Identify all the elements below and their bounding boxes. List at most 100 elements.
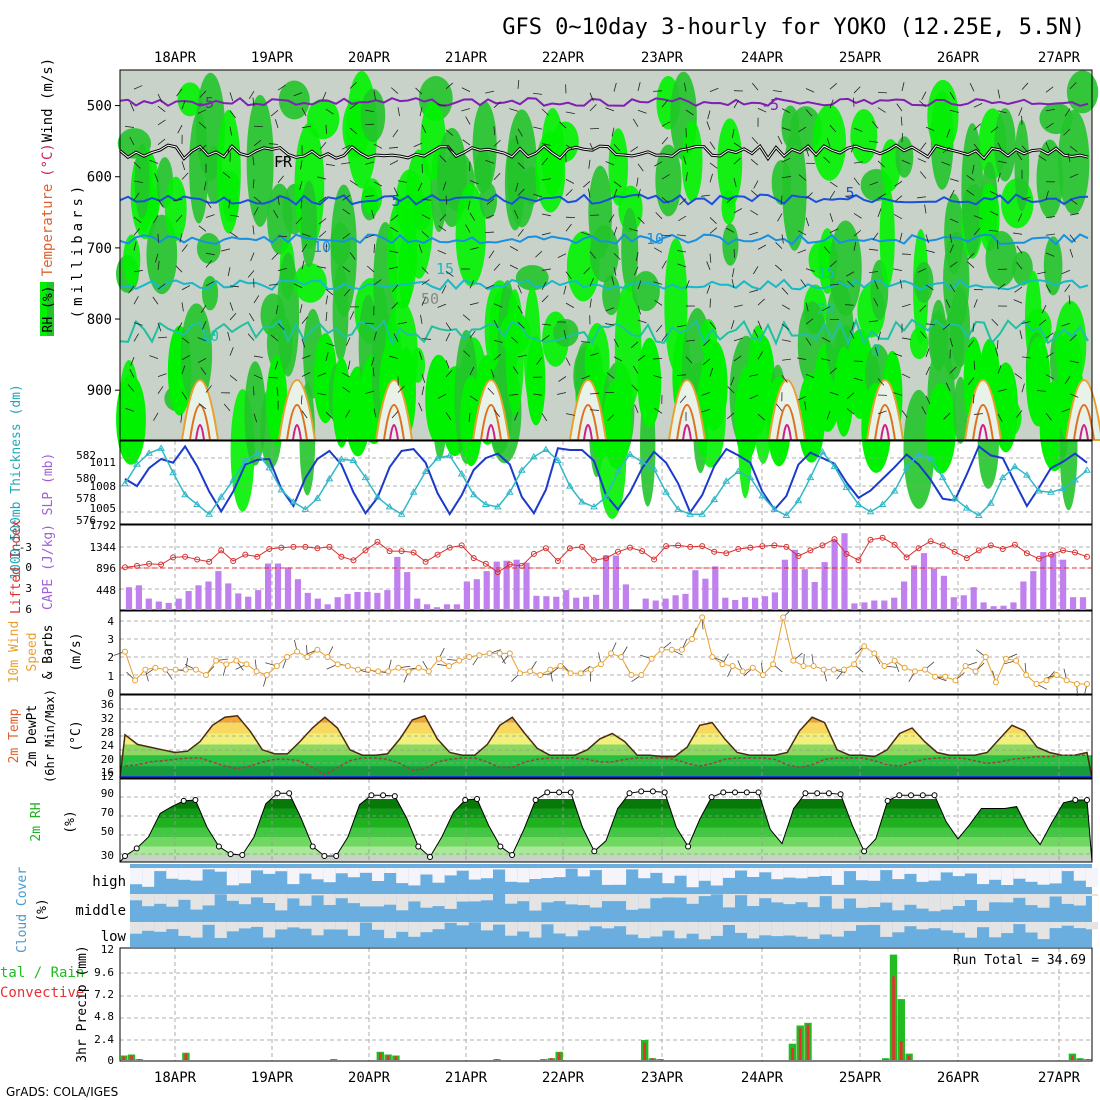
wind-barb	[227, 267, 231, 277]
wind-barb	[996, 239, 999, 250]
wind-barb	[421, 267, 429, 275]
cloud-cell	[601, 868, 614, 885]
wind-barb	[393, 187, 399, 196]
wind-barb	[1064, 108, 1071, 117]
wind-barb	[541, 323, 551, 326]
li-point	[687, 543, 694, 550]
cloud-cell	[940, 922, 953, 931]
thickness-point	[337, 455, 346, 462]
wind-barb	[421, 297, 426, 306]
rh-blob	[914, 261, 934, 303]
wind-barb	[874, 347, 879, 357]
temp-contour-25	[874, 404, 896, 441]
wind-barb	[949, 189, 955, 199]
wind-barb	[797, 230, 807, 236]
wind-barb	[389, 355, 399, 359]
thickness-point	[782, 511, 791, 518]
thickness-point	[602, 493, 610, 500]
cape-bar	[821, 562, 828, 610]
wind-barb	[775, 242, 783, 249]
rh-blob	[927, 79, 959, 153]
wind-barb	[149, 355, 159, 359]
wind-barb	[608, 214, 615, 223]
wind-barb	[397, 385, 405, 393]
wind-barb	[851, 321, 855, 331]
date-label-top: 27APR	[1038, 50, 1081, 66]
cape-bar	[1060, 559, 1067, 610]
cape-bar	[801, 569, 808, 610]
wind-speed-point	[1003, 655, 1009, 662]
cloud-cell	[977, 894, 990, 911]
wind-speed-point	[314, 646, 321, 653]
wind-barb	[925, 395, 931, 405]
li-point	[542, 545, 549, 552]
wind-speed-point	[213, 657, 220, 664]
wind-barb	[493, 340, 503, 343]
li-point	[314, 545, 321, 552]
temp-contour-25	[577, 404, 599, 441]
wind-barb	[253, 139, 262, 147]
cape-bar	[284, 567, 292, 610]
wind-barb	[485, 284, 495, 289]
temp-contour-30	[880, 424, 890, 441]
wind-barb	[871, 121, 879, 129]
wind-barb	[731, 128, 735, 138]
cape-bar	[424, 604, 431, 610]
cloud-cell	[614, 868, 627, 885]
cloud-cell	[263, 868, 276, 874]
li-point	[146, 560, 153, 567]
wind-barb	[366, 265, 375, 273]
wind-speed-point	[891, 657, 898, 664]
cape-bar	[712, 566, 719, 610]
li-point	[663, 543, 670, 550]
wind-barb	[829, 190, 836, 199]
wind-barb	[391, 302, 399, 309]
li-point	[927, 538, 934, 545]
wind-barb	[301, 244, 308, 253]
thickness-point	[938, 473, 947, 481]
cape-bar	[1000, 605, 1007, 610]
cape-bar	[473, 579, 480, 610]
rh-blob	[850, 109, 878, 164]
cloud-cell	[1061, 922, 1074, 926]
cape-bar	[682, 593, 689, 610]
rh-point	[825, 790, 832, 797]
thickness-point	[638, 457, 646, 465]
wind-barb	[1067, 153, 1071, 163]
wind-barb	[829, 213, 834, 222]
wind-barb	[972, 322, 975, 333]
wind-barb	[197, 337, 207, 342]
cloud-cell	[904, 894, 917, 905]
wind-barb	[973, 299, 978, 308]
dry-plume	[471, 379, 511, 441]
wind-barb	[942, 146, 951, 154]
wind-barb	[1013, 299, 1023, 304]
thickness-point	[481, 500, 490, 507]
cloud-cell	[287, 894, 300, 899]
wind-barb	[397, 321, 407, 325]
wind-barb	[270, 334, 279, 342]
wind-barb	[371, 357, 375, 367]
wind-barb	[229, 374, 238, 382]
temp-contour-25	[286, 404, 308, 441]
li-point	[242, 551, 249, 558]
li-point	[819, 542, 826, 549]
wind-barb	[317, 266, 327, 269]
wind-barb	[709, 162, 718, 169]
wind-barb	[181, 161, 186, 171]
wind-speed-point	[820, 666, 827, 673]
wind-barb	[872, 232, 879, 241]
rh-blob	[909, 327, 929, 360]
cloud-cell	[565, 894, 578, 905]
wind-barb	[709, 173, 713, 183]
rh-blob	[602, 274, 621, 316]
wind-barb	[469, 247, 479, 250]
wind-barb	[829, 82, 838, 90]
li-point	[350, 557, 357, 564]
thickness-point	[241, 456, 250, 464]
rh-point	[720, 789, 727, 796]
cloud-cell	[178, 922, 191, 936]
wind-barb	[757, 244, 767, 250]
wind-barb	[149, 159, 159, 164]
cloud-cell	[311, 868, 324, 880]
